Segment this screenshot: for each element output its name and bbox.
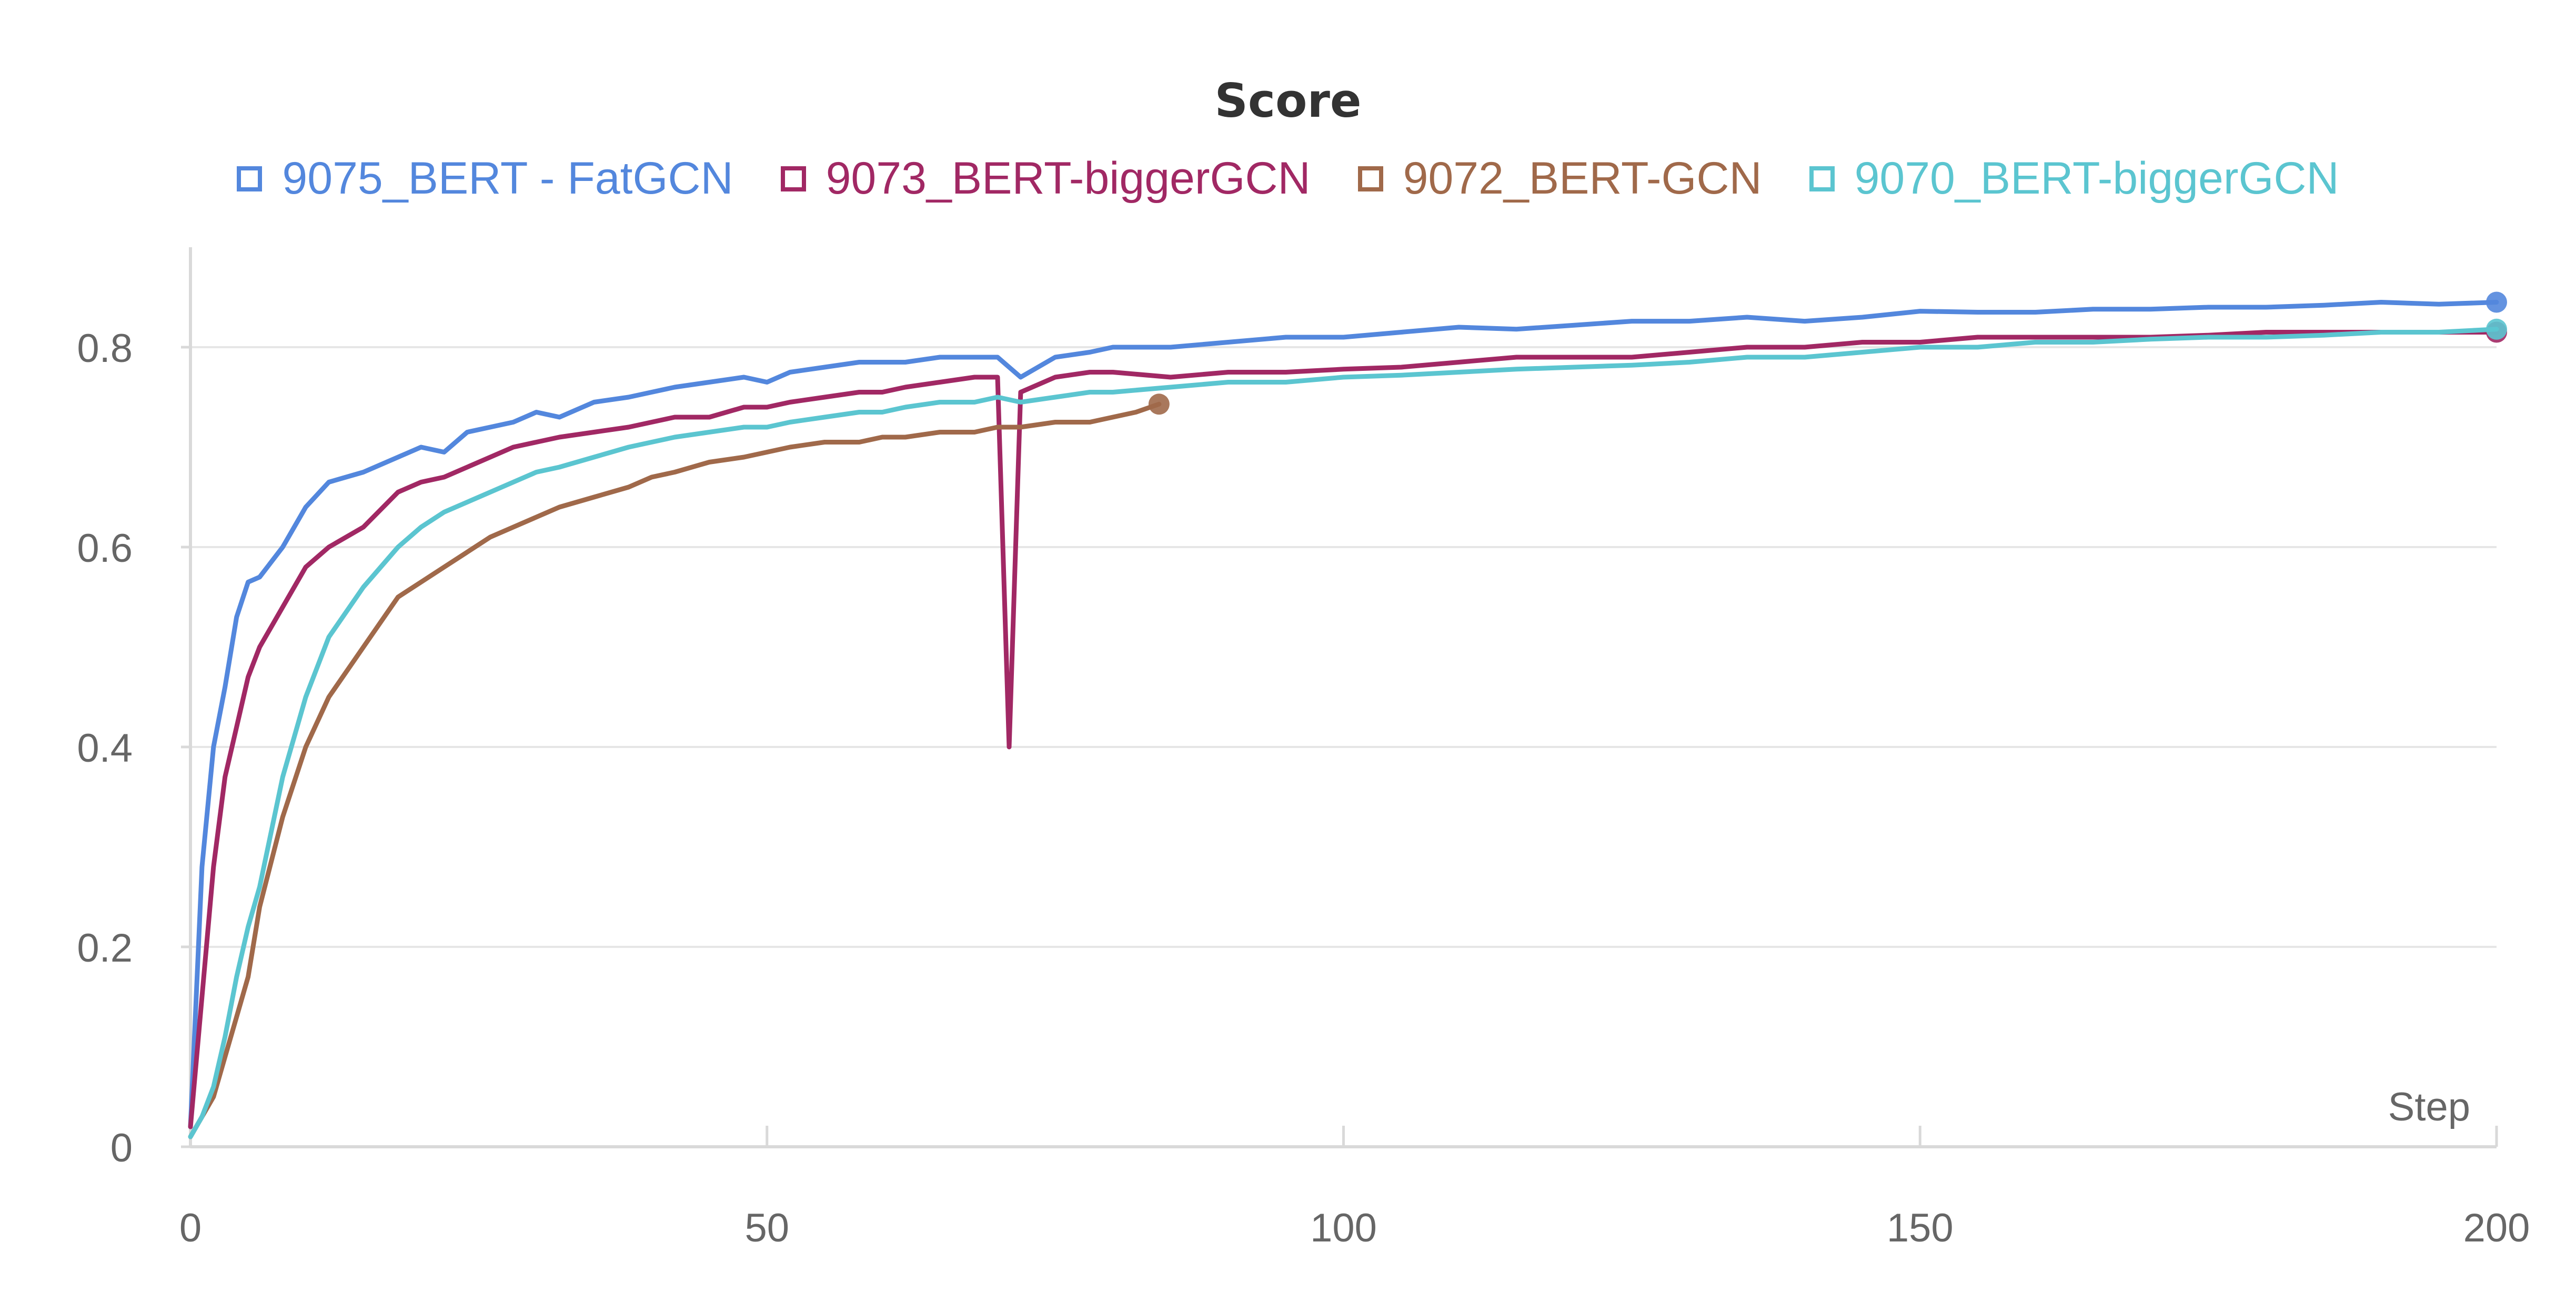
series-line-2	[188, 401, 1162, 1139]
series-end-point-3	[2486, 318, 2507, 340]
x-tick-label-0: 0	[179, 1206, 202, 1250]
legend-label-1: 9073_BERT-biggerGCN	[826, 153, 1311, 204]
legend-label-2: 9072_BERT-GCN	[1403, 153, 1762, 204]
x-axis-label: Step	[2388, 1085, 2470, 1129]
chart-title: Score	[1214, 74, 1362, 128]
legend-label-0: 9075_BERT - FatGCN	[282, 153, 733, 204]
legend-swatch-0	[237, 166, 263, 191]
series-line-0	[188, 300, 2499, 1129]
y-tick-label-3: 0.6	[77, 526, 133, 571]
legend-item-0[interactable]: 9075_BERT - FatGCN	[237, 153, 733, 205]
x-tick-label-2: 100	[1310, 1206, 1377, 1250]
chart-legend: 9075_BERT - FatGCN 9073_BERT-biggerGCN 907…	[0, 153, 2576, 205]
series-line-3	[188, 327, 2499, 1139]
legend-item-2[interactable]: 9072_BERT-GCN	[1357, 153, 1762, 205]
legend-swatch-2	[1357, 166, 1383, 191]
legend-label-3: 9070_BERT-biggerGCN	[1854, 153, 2339, 204]
y-tick-label-0: 0	[110, 1126, 133, 1170]
legend-swatch-1	[780, 166, 806, 191]
y-tick-label-1: 0.2	[77, 926, 133, 971]
y-tick-label-2: 0.4	[77, 726, 133, 771]
series-end-point-2	[1148, 393, 1170, 415]
x-tick-label-1: 50	[744, 1206, 789, 1250]
legend-item-3[interactable]: 9070_BERT-biggerGCN	[1809, 153, 2339, 205]
series-line-1	[188, 330, 2499, 1129]
legend-item-1[interactable]: 9073_BERT-biggerGCN	[780, 153, 1311, 205]
x-tick-label-3: 150	[1887, 1206, 1954, 1250]
x-tick-label-4: 200	[2463, 1206, 2530, 1250]
series-end-point-0	[2486, 291, 2507, 313]
legend-swatch-3	[1809, 166, 1835, 191]
y-tick-label-4: 0.8	[77, 326, 133, 371]
